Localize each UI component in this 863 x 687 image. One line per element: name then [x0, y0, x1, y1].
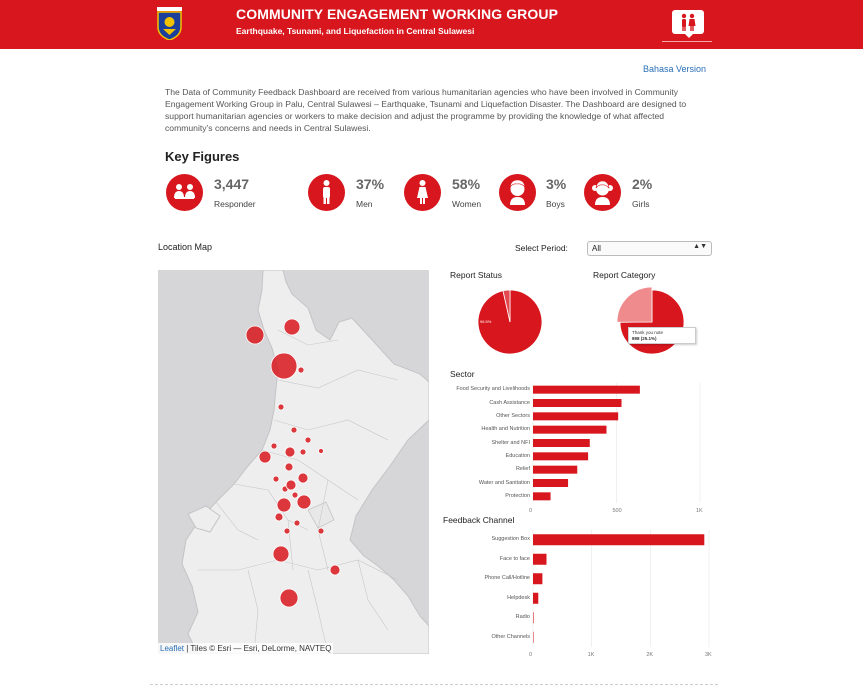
- boys-label: Boys: [546, 199, 565, 209]
- category-label: Shelter and NFI: [491, 439, 530, 446]
- category-label: Face to face: [499, 555, 530, 562]
- bar[interactable]: [533, 479, 569, 487]
- sector-title: Sector: [450, 369, 475, 379]
- category-label: Phone Call/Hotline: [484, 575, 530, 582]
- category-label: Education: [505, 452, 530, 459]
- category-label: Protection: [505, 492, 530, 499]
- bar[interactable]: [533, 452, 589, 461]
- period-selected-value: All: [592, 244, 601, 253]
- x-tick-label: 1K: [696, 508, 703, 514]
- x-tick-label: 0: [529, 652, 533, 658]
- bar[interactable]: [533, 465, 578, 474]
- select-arrows-icon: ▲▼: [693, 243, 707, 250]
- girls-value: 2%: [632, 176, 653, 192]
- women-value: 58%: [452, 176, 481, 192]
- location-map-title: Location Map: [158, 242, 213, 252]
- pie-slice[interactable]: [502, 289, 511, 323]
- feedback-channel-bar-chart[interactable]: 0 1K 2K 3K Suggestion Box Face to face Phone C…: [443, 530, 718, 665]
- period-select[interactable]: All ▲▼: [587, 241, 712, 256]
- woman-icon: [404, 174, 441, 211]
- category-label: Health and Nutrition: [481, 426, 530, 433]
- x-tick-label: 2K: [646, 652, 654, 658]
- group-icon: [166, 174, 203, 211]
- x-tick-label: 0: [529, 508, 533, 514]
- men-label: Men: [356, 199, 373, 209]
- bar[interactable]: [533, 631, 534, 643]
- bar[interactable]: [533, 573, 543, 585]
- boy-icon: [499, 174, 536, 211]
- category-label: Relief: [515, 466, 530, 473]
- dashboard-description: The Data of Community Feedback Dashboard…: [165, 87, 687, 133]
- leaflet-link[interactable]: Leaflet: [160, 644, 185, 653]
- map-attribution: Leaflet | Tiles © Esri — Esri, DeLorme, …: [158, 643, 334, 654]
- bar[interactable]: [533, 492, 551, 501]
- report-category-title: Report Category: [593, 270, 656, 280]
- bar[interactable]: [533, 553, 547, 565]
- tooltip-value: 898 (25.1%): [632, 336, 657, 341]
- header-divider: [662, 41, 712, 42]
- man-icon: [308, 174, 345, 211]
- pie-data-label: 96.5%: [480, 319, 492, 324]
- sector-bar-chart[interactable]: 0 500 1K Food Security and Livelihoods Cash …: [443, 383, 718, 518]
- x-tick-label: 500: [612, 508, 622, 514]
- report-status-title: Report Status: [450, 270, 502, 280]
- pie-slice[interactable]: [616, 286, 653, 323]
- location-map[interactable]: Leaflet | Tiles © Esri — Esri, DeLorme, …: [158, 270, 429, 654]
- bar-plot-area[interactable]: [443, 530, 718, 665]
- map-canvas[interactable]: [158, 270, 429, 654]
- category-label: Other Sectors: [496, 412, 530, 419]
- x-tick-label: 1K: [587, 652, 595, 658]
- report-category-pie[interactable]: [612, 282, 692, 362]
- page-title: COMMUNITY ENGAGEMENT WORKING GROUP: [236, 6, 559, 22]
- bar-plot-area[interactable]: [443, 383, 718, 518]
- category-label: Food Security and Livelihoods: [456, 386, 530, 393]
- bar[interactable]: [533, 399, 622, 407]
- key-figures-title: Key Figures: [165, 149, 240, 164]
- bar[interactable]: [533, 439, 590, 447]
- chart-tooltip: Thank you note 898 (25.1%): [628, 327, 696, 344]
- tiles-attribution: | Tiles © Esri — Esri, DeLorme, NAVTEQ: [184, 644, 332, 653]
- bar[interactable]: [533, 534, 705, 546]
- family-speech-bubble-icon: [672, 10, 704, 34]
- bar[interactable]: [533, 385, 640, 394]
- category-label: Cash Assistance: [489, 399, 530, 406]
- bar[interactable]: [533, 412, 619, 421]
- speech-bubble-tail: [684, 33, 694, 38]
- category-label: Helpdesk: [507, 594, 530, 601]
- tooltip-name: Thank you note: [632, 330, 664, 335]
- bahasa-version-link[interactable]: Bahasa Version: [643, 64, 707, 74]
- report-status-pie[interactable]: 96.5%: [470, 282, 550, 362]
- x-tick-label: 3K: [705, 652, 712, 658]
- bar[interactable]: [533, 592, 539, 604]
- girl-icon: [584, 174, 621, 211]
- girls-label: Girls: [632, 199, 650, 209]
- responder-label: Responder: [214, 199, 256, 209]
- header-bar: COMMUNITY ENGAGEMENT WORKING GROUP Earth…: [0, 0, 863, 49]
- responder-value: 3,447: [214, 176, 250, 192]
- category-label: Suggestion Box: [491, 536, 530, 543]
- boys-value: 3%: [546, 176, 567, 192]
- bar[interactable]: [533, 425, 607, 434]
- bar[interactable]: [533, 612, 534, 624]
- category-label: Radio: [515, 614, 530, 621]
- category-label: Water and Sanitation: [478, 479, 530, 486]
- women-label: Women: [452, 199, 482, 209]
- select-period-label: Select Period:: [515, 243, 568, 253]
- men-value: 37%: [356, 176, 385, 192]
- category-label: Other Channels: [491, 633, 530, 640]
- provincial-emblem-icon: [157, 7, 182, 40]
- footer-divider: [150, 684, 718, 685]
- feedback-channel-title: Feedback Channel: [443, 515, 515, 525]
- page-subtitle: Earthquake, Tsunami, and Liquefaction in…: [236, 26, 475, 36]
